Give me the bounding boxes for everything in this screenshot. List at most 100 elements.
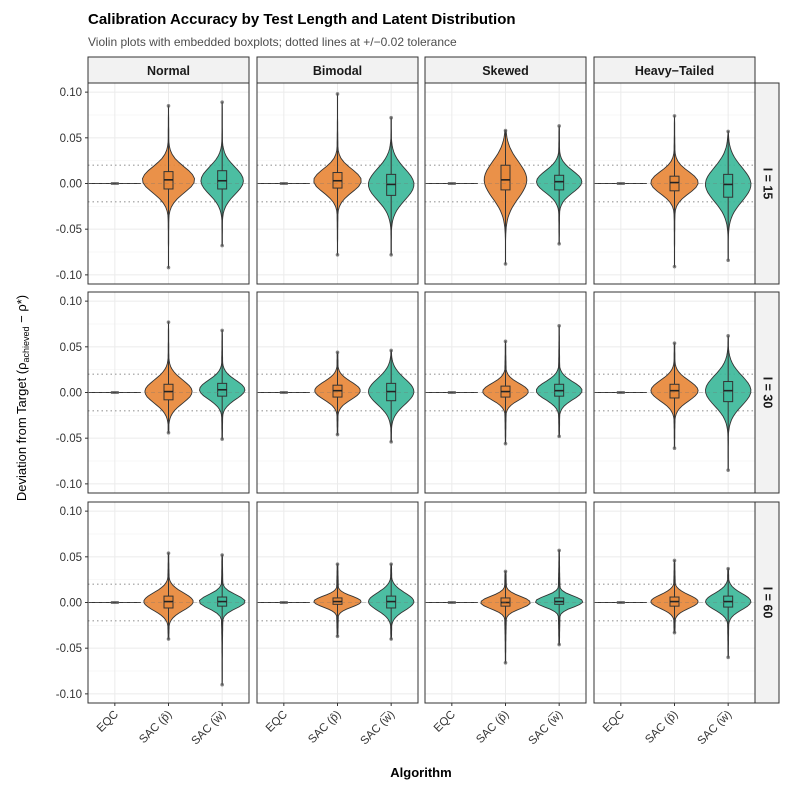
outlier-point — [220, 437, 224, 441]
box-sac-w — [723, 173, 734, 198]
panel-bimodal-i-60: EQC SAC (p̂) SAC (w̅) — [256, 501, 419, 748]
panel-bimodal-i-15 — [256, 82, 419, 285]
outlier-point — [166, 265, 171, 270]
outlier-point — [166, 637, 171, 641]
y-tick-label: 0.10 — [60, 296, 82, 308]
panel-skewed-i-30 — [424, 291, 587, 494]
outlier-point — [557, 324, 561, 328]
row-strip-i-15 — [754, 82, 780, 285]
x-tick-label-sac-p: SAC (p̂) — [474, 709, 512, 747]
box-eqc — [110, 601, 119, 604]
panel-border — [256, 291, 419, 494]
panel-border — [593, 82, 756, 285]
outlier-point — [335, 92, 340, 96]
column-strip-label: Bimodal — [313, 64, 362, 78]
outlier-point — [166, 104, 171, 108]
outlier-point — [503, 441, 508, 446]
y-tick-label: -0.05 — [56, 433, 82, 445]
outlier-point — [389, 440, 393, 444]
box-sac-w — [723, 381, 734, 403]
box-eqc — [447, 182, 456, 185]
outlier-point — [220, 243, 224, 248]
outlier-point — [220, 100, 224, 104]
outlier-point — [335, 432, 340, 437]
outlier-point — [726, 334, 730, 338]
outlier-point — [672, 114, 677, 118]
box-eqc — [616, 391, 625, 394]
box-eqc — [447, 601, 456, 604]
outlier-point — [220, 553, 224, 557]
panel-heavy-tailed-i-30 — [593, 291, 756, 494]
outlier-point — [166, 320, 171, 324]
outlier-point — [389, 115, 393, 120]
y-axis-title: Deviation from Target (ρachieved − ρ*) — [14, 295, 31, 501]
outlier-point — [335, 634, 340, 639]
y-tick-label: 0.05 — [60, 552, 82, 564]
outlier-point — [389, 637, 393, 641]
box-eqc — [279, 391, 288, 394]
y-axis-title-tail: − ρ*) — [14, 295, 29, 327]
chart-subtitle: Violin plots with embedded boxplots; dot… — [88, 35, 457, 49]
box-sac-w — [554, 174, 565, 191]
y-tick-label: -0.05 — [56, 224, 82, 236]
row-strip-label: I = 15 — [761, 168, 775, 200]
x-tick-label-sac-w: SAC (w̅) — [696, 709, 735, 748]
y-tick-label: -0.10 — [56, 270, 82, 282]
outlier-point — [557, 548, 561, 553]
y-tick-label: 0.00 — [60, 388, 82, 400]
outlier-point — [389, 252, 393, 257]
x-tick-label-sac-p: SAC (p̂) — [643, 709, 681, 747]
row-strip-label: I = 30 — [761, 377, 775, 409]
outlier-point — [335, 562, 340, 566]
y-tick-label: -0.10 — [56, 689, 82, 701]
box-eqc — [447, 391, 456, 394]
column-strip-normal — [87, 56, 250, 84]
box-eqc — [616, 182, 625, 185]
outlier-point — [335, 252, 340, 257]
column-strip-label: Heavy−Tailed — [635, 64, 714, 78]
outlier-point — [220, 328, 224, 333]
outlier-point — [726, 258, 730, 263]
column-strip-label: Normal — [147, 64, 190, 78]
y-tick-label: 0.05 — [60, 342, 82, 354]
x-axis-title: Algorithm — [390, 765, 451, 780]
x-tick-label-eqc: EQC — [95, 709, 121, 735]
panel-border — [256, 82, 419, 285]
x-tick-label-sac-w: SAC (w̅) — [359, 709, 398, 748]
outlier-point — [557, 124, 561, 128]
x-tick-label-eqc: EQC — [264, 709, 290, 735]
outlier-point — [503, 339, 508, 344]
column-strip-bimodal — [256, 56, 419, 84]
outlier-point — [672, 630, 677, 635]
y-tick-label: 0.00 — [60, 598, 82, 610]
column-strip-label: Skewed — [482, 64, 529, 78]
outlier-point — [557, 642, 561, 647]
y-axis-title-sub: achieved — [21, 326, 31, 362]
box-eqc — [110, 182, 119, 185]
x-tick-label-eqc: EQC — [601, 709, 627, 735]
outlier-point — [503, 262, 508, 266]
outlier-point — [726, 655, 730, 660]
panel-border — [424, 82, 587, 285]
box-eqc — [110, 391, 119, 394]
y-tick-label: 0.05 — [60, 133, 82, 145]
x-tick-label-sac-w: SAC (w̅) — [527, 709, 566, 748]
y-tick-label: -0.05 — [56, 643, 82, 655]
panel-heavy-tailed-i-15 — [593, 82, 756, 285]
outlier-point — [672, 446, 677, 451]
y-tick-label: 0.10 — [60, 87, 82, 99]
outlier-point — [726, 566, 730, 571]
outlier-point — [672, 264, 677, 269]
panel-heavy-tailed-i-60: EQC SAC (p̂) SAC (w̅) — [593, 501, 756, 748]
panel-normal-i-15: -0.10 -0.05 0.00 0.05 0.10 — [56, 82, 250, 285]
y-tick-label: 0.00 — [60, 179, 82, 191]
outlier-point — [166, 430, 171, 435]
outlier-point — [220, 682, 224, 687]
row-strip-label: I = 60 — [761, 587, 775, 619]
column-strip-heavy-tailed — [593, 56, 756, 84]
chart-title: Calibration Accuracy by Test Length and … — [88, 11, 516, 28]
panel-border — [593, 291, 756, 494]
box-sac-w — [217, 170, 228, 190]
outlier-point — [672, 558, 677, 563]
